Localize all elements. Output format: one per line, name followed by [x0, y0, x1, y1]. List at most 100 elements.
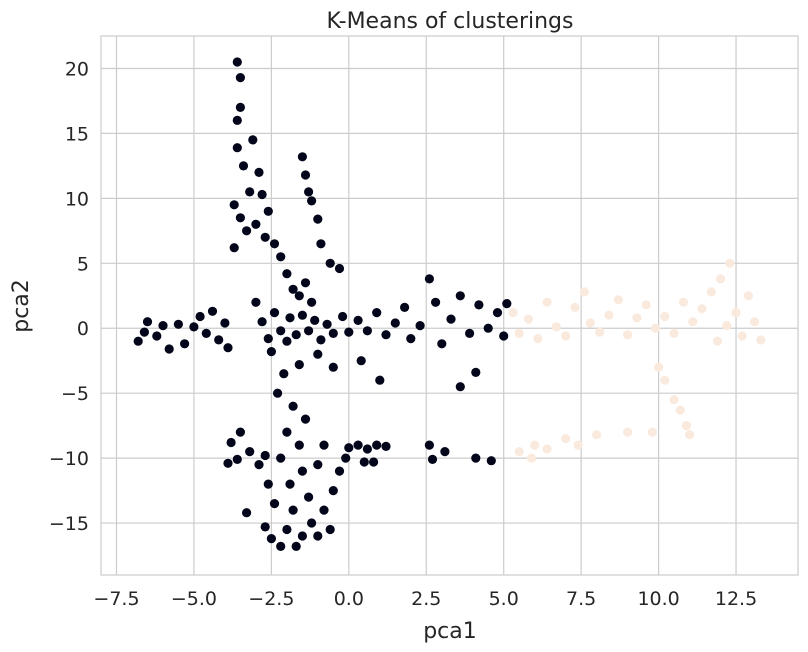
- scatter-point: [242, 226, 252, 236]
- plot-frame: [100, 35, 799, 576]
- scatter-point: [341, 453, 351, 463]
- y-axis-ticks: −15 −10 −5 0 5 10 15 20: [49, 58, 89, 535]
- scatter-point: [307, 196, 317, 206]
- scatter-point: [310, 315, 320, 325]
- scatter-point: [248, 135, 258, 145]
- grid-lines: [101, 36, 798, 575]
- scatter-point: [294, 440, 304, 450]
- scatter-point: [561, 331, 571, 341]
- scatter-point: [344, 443, 354, 453]
- scatter-point: [647, 427, 658, 437]
- scatter-point: [229, 200, 239, 210]
- scatter-point: [158, 321, 168, 331]
- scatter-point: [675, 405, 685, 415]
- scatter-point: [294, 291, 304, 301]
- scatter-point: [238, 161, 249, 171]
- scatter-point: [334, 263, 345, 274]
- scatter-point: [291, 330, 301, 340]
- scatter-point: [263, 206, 273, 216]
- scatter-point: [359, 457, 369, 467]
- scatter-point: [681, 421, 692, 431]
- scatter-point: [269, 239, 280, 249]
- scatter-point: [542, 297, 552, 307]
- x-tick-label: −5.0: [171, 588, 217, 610]
- scatter-point: [319, 440, 329, 450]
- scatter-point: [381, 441, 391, 451]
- scatter-point: [142, 317, 153, 327]
- y-tick-label: −10: [49, 448, 89, 470]
- scatter-point: [722, 321, 732, 331]
- scatter-point: [737, 331, 747, 341]
- scatter-point: [254, 460, 264, 470]
- scatter-point: [235, 427, 245, 437]
- x-tick-label: 0.0: [334, 588, 364, 610]
- scatter-point: [561, 434, 571, 444]
- scatter-point: [133, 336, 143, 346]
- scatter-point: [437, 339, 447, 349]
- y-axis-label: pca2: [9, 279, 34, 333]
- scatter-point: [223, 343, 233, 353]
- scatter-point: [260, 450, 270, 461]
- scatter-point: [406, 334, 416, 344]
- scatter-point: [756, 335, 766, 345]
- scatter-point: [288, 505, 298, 515]
- scatter-point: [390, 318, 400, 328]
- scatter-point: [285, 313, 295, 323]
- scatter-point: [381, 330, 391, 340]
- scatter-point: [201, 328, 211, 338]
- scatter-point: [533, 334, 543, 344]
- scatter-point: [595, 327, 605, 337]
- scatter-point: [313, 214, 323, 224]
- scatter-point: [257, 189, 267, 200]
- scatter-point: [362, 326, 372, 336]
- scatter-point: [139, 327, 149, 337]
- x-tick-label: 10.0: [637, 588, 679, 610]
- scatter-point: [229, 243, 239, 253]
- scatter-point: [282, 524, 292, 535]
- scatter-point: [316, 335, 326, 345]
- scatter-point: [654, 362, 664, 372]
- scatter-point: [356, 356, 366, 366]
- scatter-point: [400, 302, 410, 312]
- y-tick-label: −15: [49, 513, 89, 535]
- scatter-point: [499, 331, 509, 341]
- scatter-point: [235, 102, 245, 112]
- x-axis-label: pca1: [423, 619, 477, 644]
- x-tick-label: 2.5: [411, 588, 441, 610]
- scatter-point: [152, 331, 162, 341]
- scatter-point: [660, 375, 670, 385]
- scatter-point: [269, 499, 280, 509]
- scatter-point: [688, 317, 698, 327]
- chart-title: K-Means of clusterings: [327, 9, 574, 34]
- scatter-point: [307, 297, 317, 307]
- scatter-point: [685, 430, 695, 440]
- scatter-point: [282, 269, 292, 279]
- scatter-point: [446, 314, 456, 324]
- x-tick-label: 5.0: [489, 588, 519, 610]
- scatter-point: [220, 318, 230, 328]
- scatter-point: [276, 541, 286, 552]
- scatter-point: [613, 295, 623, 305]
- y-tick-label: 15: [65, 123, 89, 145]
- scatter-point: [678, 297, 689, 307]
- scatter-point: [245, 447, 255, 457]
- scatter-point: [369, 457, 379, 467]
- scatter-point: [282, 427, 292, 437]
- scatter-point: [712, 336, 723, 346]
- scatter-point: [263, 334, 273, 344]
- scatter-point: [297, 466, 307, 476]
- scatter-point: [486, 456, 496, 466]
- scatter-point: [372, 308, 382, 318]
- scatter-point: [300, 278, 311, 288]
- scatter-point: [232, 143, 242, 153]
- scatter-point: [260, 522, 270, 532]
- scatter-point: [300, 414, 311, 424]
- scatter-point: [465, 328, 475, 338]
- scatter-point: [731, 308, 741, 318]
- scatter-point: [173, 319, 183, 329]
- scatter-point: [424, 274, 434, 284]
- scatter-point: [223, 458, 233, 468]
- scatter-point: [322, 319, 332, 329]
- scatter-point: [372, 440, 382, 450]
- scatter-point: [226, 437, 236, 448]
